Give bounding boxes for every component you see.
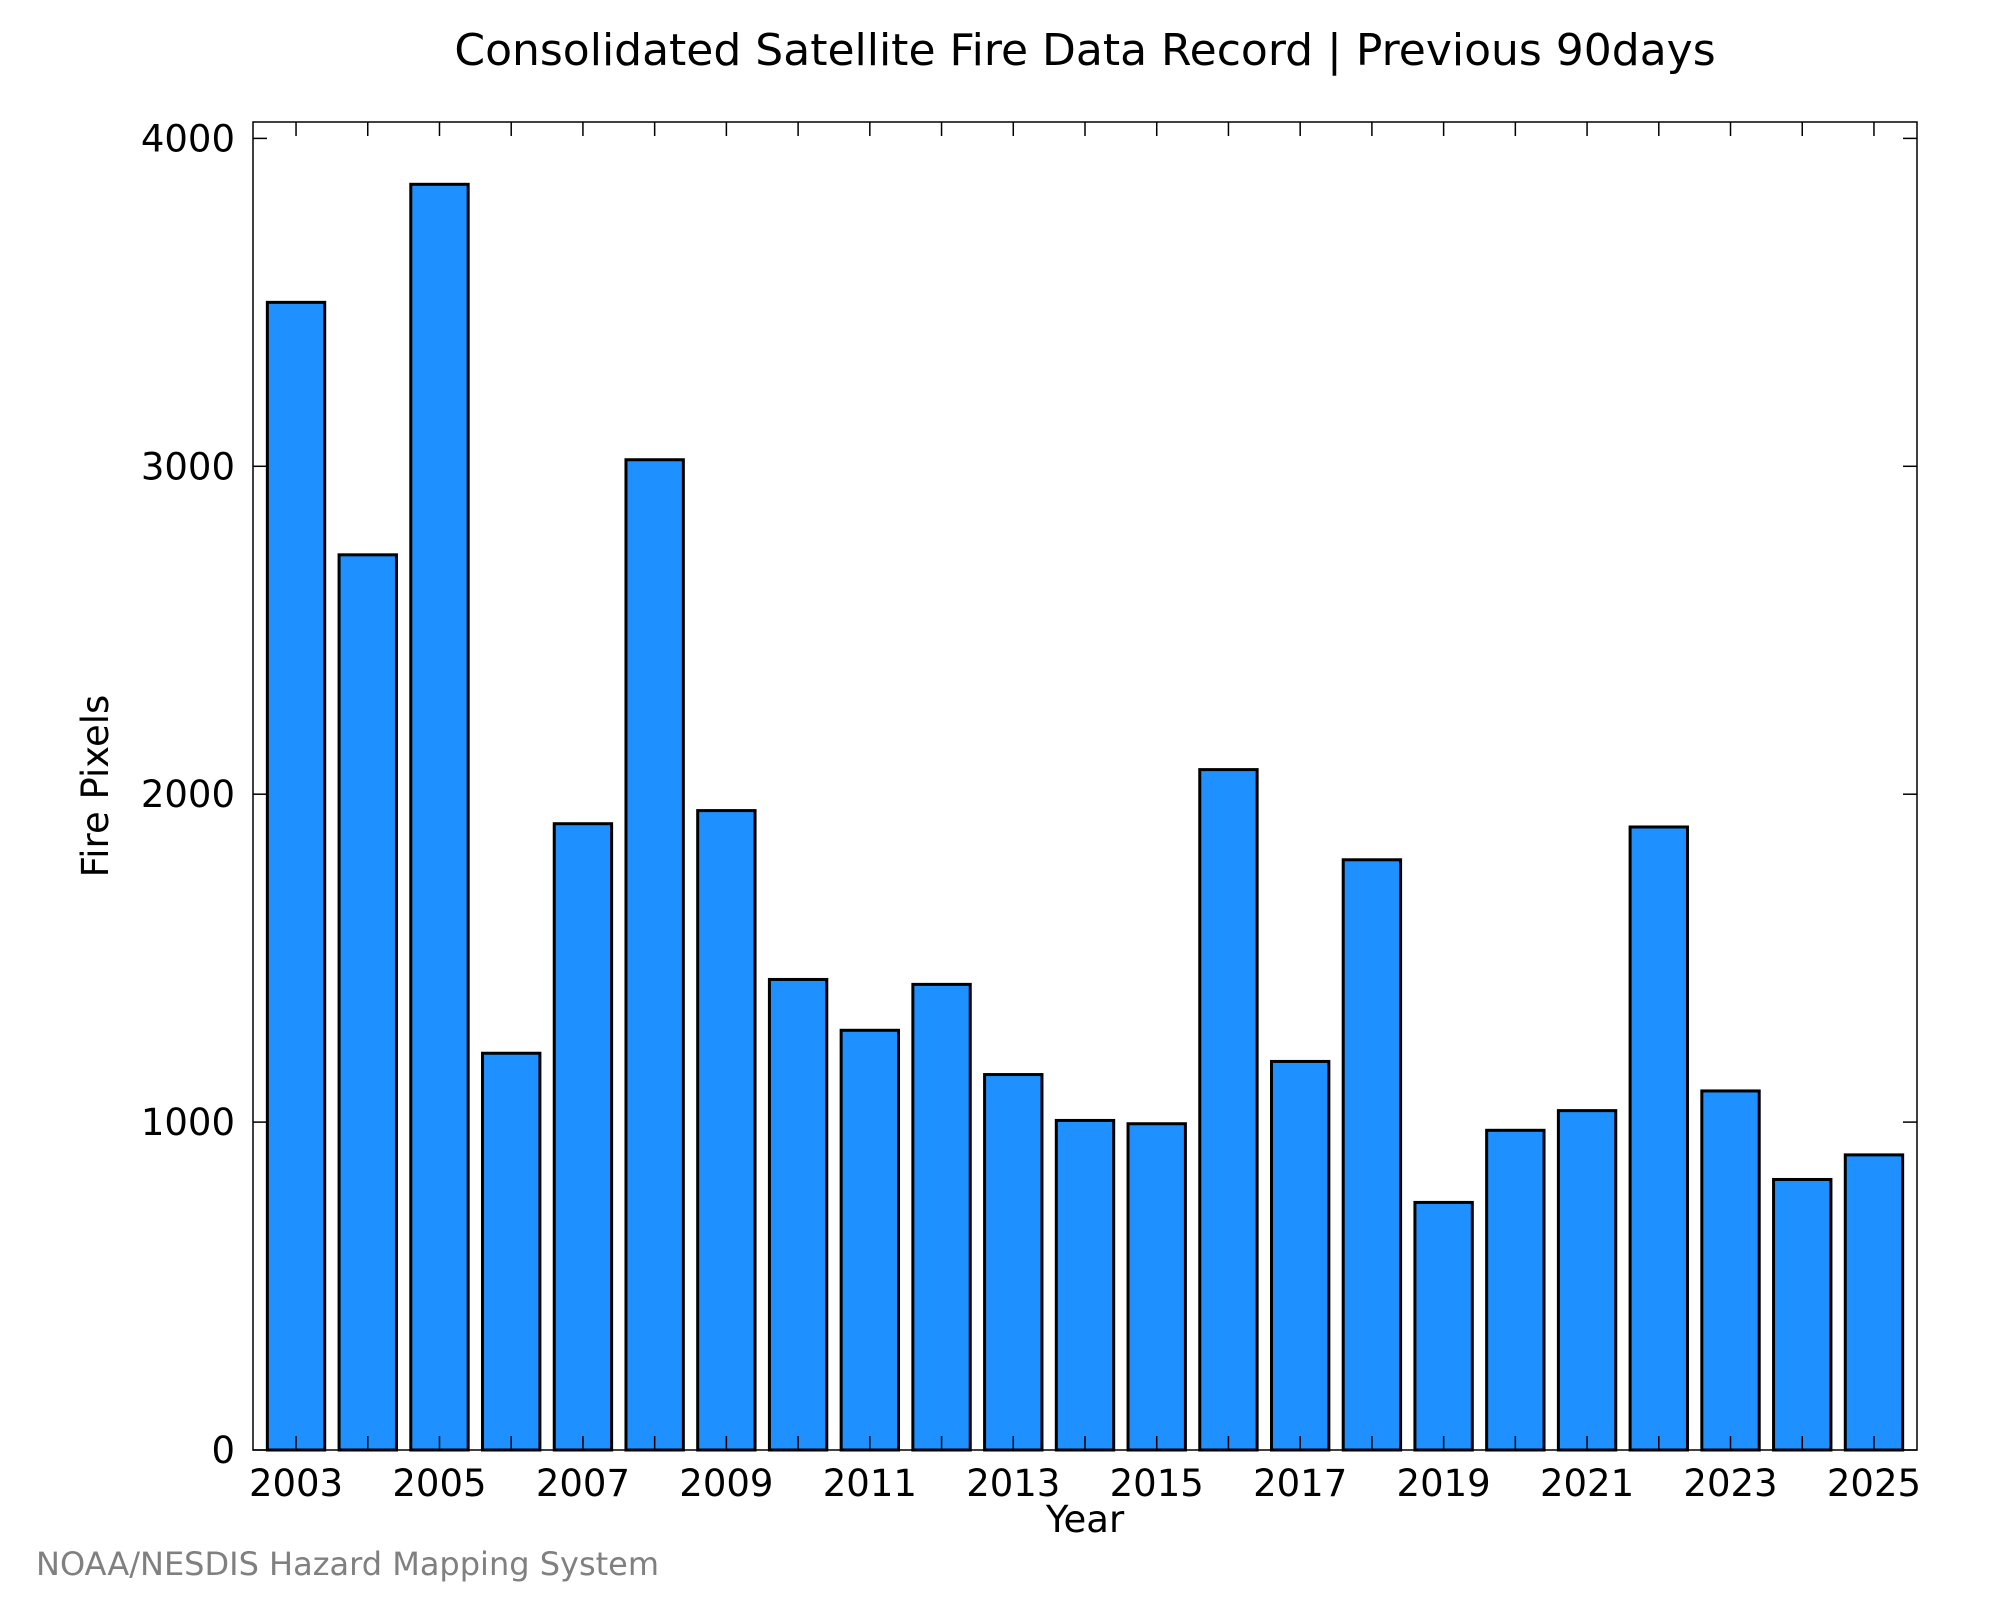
y-tick-label-3000: 3000 xyxy=(141,445,235,488)
bar-2010 xyxy=(767,977,829,1452)
x-tick-label-2023: 2023 xyxy=(1683,1462,1777,1505)
x-tick-label-2019: 2019 xyxy=(1397,1462,1491,1505)
bar-2023 xyxy=(1700,1089,1761,1452)
bar-2016 xyxy=(1198,768,1259,1452)
y-tick-label-4000: 4000 xyxy=(141,117,235,160)
x-axis-label: Year xyxy=(1045,1498,1125,1541)
bar-2005 xyxy=(409,182,470,1452)
bar-2004 xyxy=(337,553,398,1452)
x-tick-label-2011: 2011 xyxy=(823,1462,917,1505)
chart-title: Consolidated Satellite Fire Data Record … xyxy=(454,25,1715,76)
bar-2012 xyxy=(911,982,972,1452)
bar-2014 xyxy=(1054,1118,1116,1452)
y-tick-labels: 0 1000 2000 3000 4000 xyxy=(141,117,235,1472)
y-tick-label-0: 0 xyxy=(211,1429,235,1472)
x-tick-label-2021: 2021 xyxy=(1540,1462,1634,1505)
bar-2013 xyxy=(983,1073,1044,1452)
source-credit: NOAA/NESDIS Hazard Mapping System xyxy=(36,1545,659,1583)
bar-2011 xyxy=(839,1028,901,1452)
x-tick-label-2007: 2007 xyxy=(536,1462,630,1505)
y-tick-label-2000: 2000 xyxy=(141,773,235,816)
bar-2024 xyxy=(1772,1177,1833,1452)
bar-2025 xyxy=(1843,1153,1905,1452)
x-tick-label-2025: 2025 xyxy=(1827,1462,1921,1505)
bar-2021 xyxy=(1556,1109,1618,1452)
bars-group xyxy=(265,182,1905,1452)
y-axis-label: Fire Pixels xyxy=(74,695,117,878)
bar-2022 xyxy=(1628,825,1689,1452)
bar-2015 xyxy=(1126,1122,1187,1452)
bar-2020 xyxy=(1485,1128,1546,1452)
x-tick-label-2003: 2003 xyxy=(249,1462,343,1505)
ticks-group xyxy=(253,122,1917,1451)
x-tick-label-2013: 2013 xyxy=(966,1462,1060,1505)
bar-2006 xyxy=(481,1051,542,1452)
x-tick-label-2009: 2009 xyxy=(679,1462,773,1505)
x-tick-label-2005: 2005 xyxy=(392,1462,486,1505)
bar-2017 xyxy=(1269,1059,1331,1452)
bar-2008 xyxy=(624,458,685,1452)
bar-2018 xyxy=(1341,858,1403,1452)
bar-2019 xyxy=(1413,1200,1474,1452)
x-tick-label-2015: 2015 xyxy=(1110,1462,1204,1505)
bar-2003 xyxy=(265,300,327,1452)
bar-2009 xyxy=(696,809,757,1452)
x-tick-label-2017: 2017 xyxy=(1253,1462,1347,1505)
y-tick-label-1000: 1000 xyxy=(141,1101,235,1144)
x-tick-labels: 2003 2005 2007 2009 2011 2013 2015 2017 2019 2021… xyxy=(249,1462,1921,1505)
bar-2007 xyxy=(552,822,614,1452)
